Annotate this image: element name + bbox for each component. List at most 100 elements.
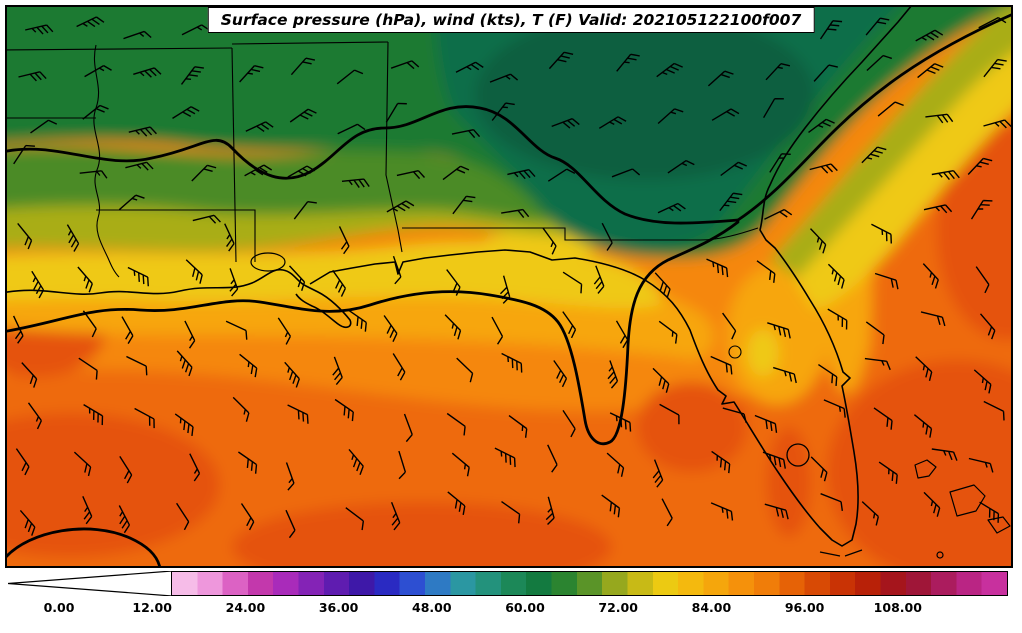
wind-barb: [444, 314, 462, 340]
wind-barb: [125, 161, 154, 171]
wind-barb: [225, 320, 248, 340]
wind-barb: [176, 350, 193, 377]
wind-barb: [30, 119, 58, 134]
wind-barb: [754, 414, 778, 433]
wind-barb: [819, 20, 843, 40]
temperature-field: [7, 7, 1011, 566]
wind-barb: [711, 108, 740, 121]
wind-barb: [656, 62, 683, 78]
wind-barb: [551, 118, 580, 129]
wind-barb: [764, 503, 789, 520]
wind-barb: [19, 509, 36, 536]
wind-barb: [915, 29, 944, 42]
wind-barb: [192, 214, 221, 224]
wind-barb: [289, 108, 317, 123]
wind-barb: [79, 170, 108, 179]
wind-barb: [446, 269, 461, 296]
colorbar-tick-label: 60.00: [505, 600, 545, 615]
colorbar-tick-label: 84.00: [691, 600, 732, 615]
wind-barbs: [12, 16, 1011, 539]
wind-barb: [874, 272, 899, 290]
wind-barb: [403, 413, 413, 443]
wind-barb: [127, 266, 149, 287]
wind-barb: [128, 126, 157, 137]
map-title-box: Surface pressure (hPa), wind (kts), T (F…: [207, 7, 815, 33]
wind-barb: [827, 263, 845, 289]
wind-barb: [810, 456, 828, 482]
wind-barb: [84, 64, 112, 78]
wind-barb: [337, 123, 366, 135]
wind-barb: [134, 407, 155, 429]
state-borders: [7, 41, 759, 263]
wind-barb: [184, 320, 196, 349]
wind-barb: [180, 66, 204, 85]
wind-barb: [455, 61, 484, 73]
wind-barb: [31, 270, 45, 299]
coastline-gulf-florida-atlantic: [309, 7, 912, 547]
wind-barb: [545, 496, 555, 525]
wind-barb: [615, 320, 629, 349]
colorbar-tick-label: 48.00: [412, 600, 452, 615]
wind-barb: [491, 102, 515, 121]
wind-barb: [390, 502, 401, 531]
mississippi-river: [93, 44, 120, 278]
rivers: [93, 44, 120, 278]
wind-barb: [392, 353, 406, 381]
wind-barb: [915, 356, 933, 381]
wind-barb: [456, 357, 474, 383]
wind-barb: [176, 502, 190, 531]
wind-barb: [13, 144, 35, 165]
wind-barb: [501, 501, 521, 524]
wind-barb: [174, 413, 194, 437]
wind-barb: [547, 168, 576, 182]
wind-barb: [18, 71, 47, 82]
wind-barb: [507, 169, 536, 180]
coastline-louisiana-delta: [7, 268, 352, 329]
wind-barb: [967, 157, 993, 175]
state-border-al-ga: [385, 41, 403, 253]
wind-barb: [710, 355, 733, 375]
wind-barb: [25, 24, 54, 35]
colorbar-tick-label: 108.00: [873, 600, 922, 615]
wind-barb: [82, 104, 109, 120]
wind-barb: [827, 308, 848, 330]
colorbar-tick-label: 0.00: [43, 600, 75, 615]
wind-barb: [21, 362, 38, 388]
wind-barb: [17, 222, 33, 250]
wind-barb: [923, 491, 941, 517]
wind-barb: [865, 17, 890, 36]
wind-barb: [808, 118, 835, 133]
wind-barb: [756, 260, 776, 283]
wind-barb: [706, 258, 729, 278]
small-lake: [728, 345, 742, 359]
wind-barb: [239, 353, 258, 378]
wind-barb: [722, 312, 737, 340]
wind-barb: [224, 223, 235, 252]
wind-barb: [338, 226, 350, 255]
wind-barb: [611, 168, 641, 178]
wind-barb: [861, 146, 887, 164]
wind-barb: [652, 367, 670, 393]
wind-barb: [345, 507, 365, 531]
state-border-tn-east: [231, 41, 389, 45]
wind-barb: [772, 366, 797, 384]
wind-barb: [489, 73, 519, 83]
wind-barb: [447, 491, 466, 516]
wind-barb: [383, 315, 398, 343]
wind-barb: [657, 202, 686, 214]
pressure-contours: [7, 13, 1011, 566]
wind-barb: [118, 505, 131, 534]
wind-barb: [239, 65, 264, 83]
wind-barb: [66, 224, 80, 252]
wind-barb: [396, 169, 426, 180]
wind-barb: [975, 266, 990, 294]
wind-barb: [442, 165, 470, 181]
wind-barb: [287, 165, 316, 178]
wind-barb: [979, 313, 996, 340]
wind-barb: [917, 63, 944, 79]
wind-barb: [491, 316, 504, 345]
wind-barb: [913, 414, 933, 438]
wind-barb: [123, 30, 152, 40]
wind-barb: [710, 502, 734, 521]
wind-barb: [865, 321, 885, 345]
